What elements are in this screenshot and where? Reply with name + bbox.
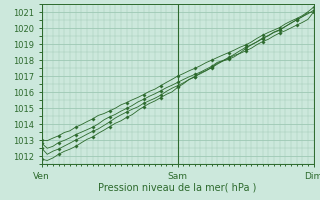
X-axis label: Pression niveau de la mer( hPa ): Pression niveau de la mer( hPa ) [99, 182, 257, 192]
